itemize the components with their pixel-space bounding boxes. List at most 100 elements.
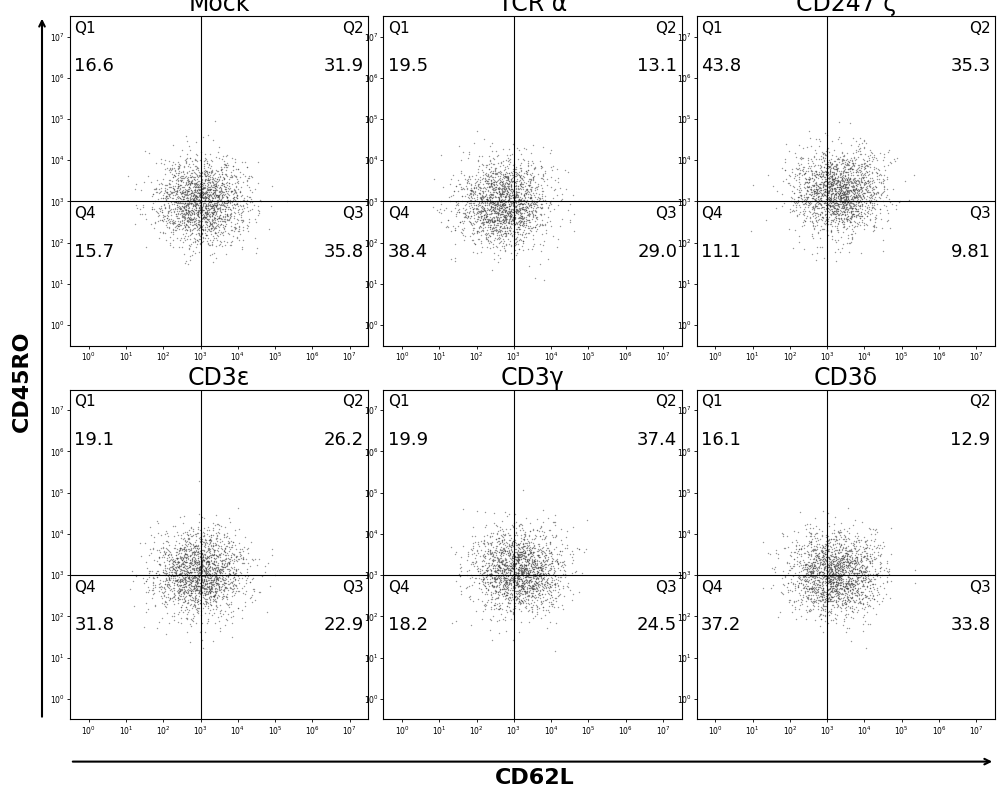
Point: [206, 556, 222, 568]
Point: [532, 207, 548, 220]
Point: [846, 180, 862, 193]
Point: [509, 576, 525, 589]
Point: [803, 568, 819, 580]
Point: [513, 562, 529, 575]
Point: [843, 193, 859, 206]
Point: [184, 546, 200, 559]
Point: [537, 549, 553, 561]
Point: [480, 227, 496, 239]
Point: [157, 548, 173, 560]
Point: [833, 604, 849, 617]
Point: [168, 192, 184, 205]
Point: [555, 582, 571, 595]
Point: [496, 573, 512, 586]
Point: [480, 537, 496, 549]
Point: [802, 215, 818, 227]
Point: [473, 210, 489, 223]
Point: [785, 199, 801, 211]
Point: [529, 572, 545, 584]
Point: [817, 217, 833, 230]
Point: [521, 204, 537, 217]
Point: [141, 146, 157, 159]
Point: [169, 584, 185, 597]
Point: [153, 192, 169, 204]
Point: [206, 572, 222, 585]
Point: [880, 207, 896, 219]
Point: [223, 551, 239, 564]
Point: [529, 558, 545, 571]
Point: [190, 594, 206, 607]
Point: [491, 177, 507, 190]
Point: [823, 194, 839, 207]
Point: [170, 580, 186, 592]
Point: [562, 215, 578, 228]
Point: [484, 192, 500, 204]
Point: [825, 175, 841, 188]
Point: [835, 580, 851, 592]
Point: [512, 589, 528, 602]
Point: [480, 184, 496, 196]
Point: [462, 592, 478, 605]
Point: [208, 552, 224, 564]
Point: [202, 217, 218, 230]
Point: [862, 157, 878, 170]
Point: [195, 591, 211, 603]
Point: [853, 564, 869, 577]
Point: [497, 227, 513, 239]
Point: [824, 166, 840, 179]
Point: [217, 219, 233, 232]
Point: [814, 195, 830, 207]
Point: [483, 207, 499, 220]
Point: [831, 555, 847, 568]
Point: [512, 233, 528, 246]
Point: [143, 176, 159, 188]
Point: [816, 188, 832, 201]
Point: [187, 590, 203, 603]
Point: [829, 601, 845, 614]
Point: [177, 534, 193, 547]
Point: [144, 565, 160, 578]
Point: [213, 184, 229, 196]
Point: [465, 234, 481, 246]
Point: [199, 235, 215, 247]
Point: [211, 186, 227, 199]
Point: [852, 548, 868, 560]
Point: [510, 556, 526, 568]
Point: [819, 549, 835, 561]
Point: [804, 558, 820, 571]
Point: [197, 165, 213, 178]
Point: [207, 184, 223, 196]
Point: [189, 541, 205, 554]
Point: [808, 177, 824, 190]
Point: [448, 207, 464, 220]
Point: [207, 171, 223, 184]
Point: [523, 184, 539, 197]
Point: [817, 204, 833, 217]
Point: [516, 188, 532, 201]
Point: [858, 565, 874, 578]
Point: [470, 179, 486, 192]
Point: [153, 184, 169, 197]
Point: [816, 556, 832, 568]
Point: [516, 142, 532, 154]
Point: [197, 212, 213, 225]
Point: [804, 569, 820, 582]
Point: [464, 571, 480, 584]
Point: [856, 179, 872, 192]
Point: [808, 182, 824, 195]
Point: [191, 564, 207, 576]
Point: [855, 564, 871, 577]
Point: [820, 564, 836, 577]
Point: [864, 172, 880, 184]
Point: [857, 183, 873, 196]
Point: [219, 197, 235, 210]
Point: [846, 184, 862, 196]
Point: [183, 589, 199, 602]
Point: [207, 188, 223, 200]
Point: [489, 168, 505, 180]
Point: [506, 517, 522, 529]
Point: [827, 211, 843, 223]
Point: [845, 566, 861, 579]
Point: [824, 187, 840, 200]
Point: [505, 557, 521, 570]
